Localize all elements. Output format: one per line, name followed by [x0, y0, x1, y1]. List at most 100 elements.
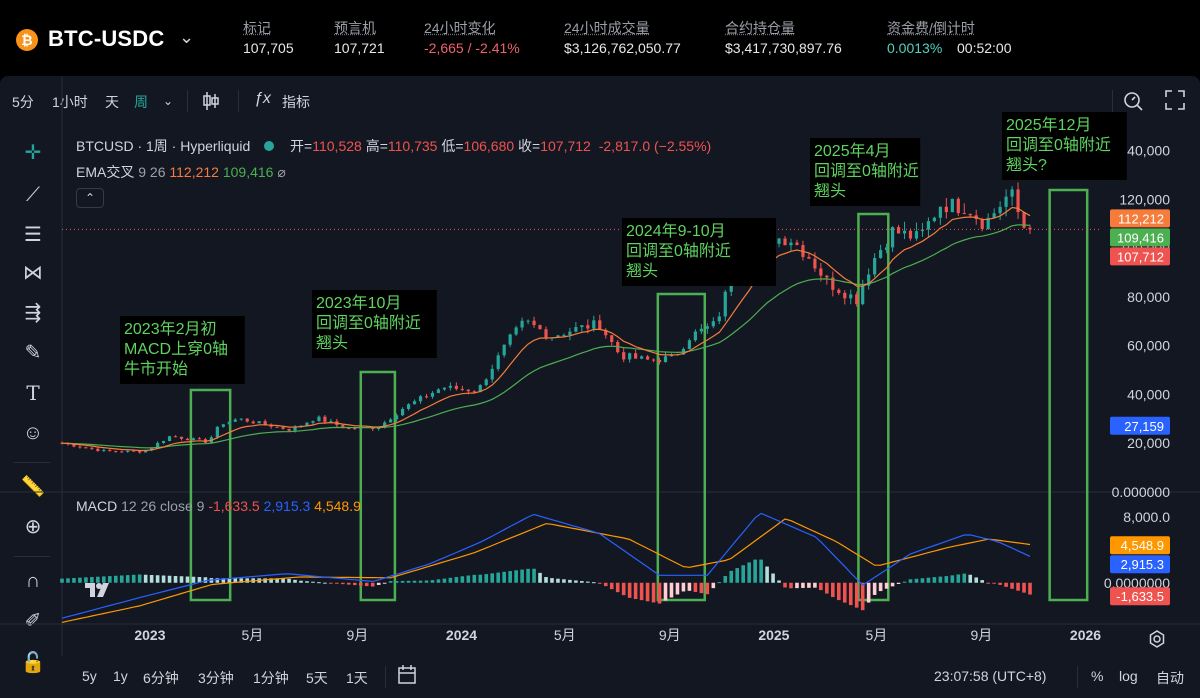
settings-gear-icon[interactable] — [1148, 630, 1166, 648]
lock-drawing-icon[interactable]: ✐ — [24, 610, 42, 632]
price-chart[interactable]: 140,000120,000100,00080,00060,00040,0002… — [0, 76, 1200, 698]
macd-histogram-bar — [472, 574, 477, 583]
candle — [610, 335, 614, 343]
interval-5m[interactable]: 5分 — [12, 94, 34, 110]
macd-histogram-bar — [544, 577, 548, 583]
macd-histogram-bar — [185, 576, 190, 583]
macd-histogram-bar — [1022, 582, 1026, 593]
macd-histogram-bar — [167, 575, 172, 583]
candle — [96, 448, 100, 451]
collapse-legend-button[interactable]: ⌃ — [76, 188, 104, 208]
ohlc-legend: BTCUSD · 1周 · Hyperliquid 开=110,528 高=11… — [76, 136, 711, 156]
macd-hist-value: -1,633.5 — [208, 498, 260, 514]
macd-tag: -1,633.5 — [1116, 589, 1164, 604]
candle — [729, 282, 733, 292]
candle — [926, 221, 931, 230]
chevron-down-icon[interactable]: ⌄ — [179, 27, 195, 47]
candle — [968, 213, 972, 216]
macd-histogram-bar — [131, 574, 136, 583]
fib-lines-icon[interactable]: ☰ — [24, 224, 42, 246]
lock-icon[interactable]: 🔓 — [20, 652, 46, 674]
range-5d[interactable]: 5天 — [306, 670, 328, 686]
interval-1h[interactable]: 1小时 — [52, 94, 88, 110]
macd-histogram-bar — [914, 578, 919, 583]
magnet-icon[interactable]: ∩ — [25, 570, 41, 592]
candle — [723, 291, 727, 317]
emoji-icon[interactable]: ☺ — [22, 422, 44, 444]
macd-histogram-bar — [382, 582, 387, 584]
candles-icon[interactable] — [201, 90, 221, 112]
annotation-box — [359, 370, 397, 602]
range-1y[interactable]: 1y — [113, 668, 128, 684]
candle — [377, 427, 381, 429]
interval-1d[interactable]: 天 — [105, 94, 119, 110]
range-5y[interactable]: 5y — [82, 668, 97, 684]
chevron-down-icon[interactable]: ⌄ — [163, 94, 174, 108]
candle — [861, 285, 865, 305]
crosshair-icon[interactable]: ✛ — [24, 142, 42, 164]
macd-histogram-bar — [621, 582, 626, 596]
candle — [442, 387, 447, 390]
pattern-icon[interactable]: ⋈ — [23, 262, 43, 284]
replay-clock-icon[interactable] — [1122, 88, 1146, 112]
macd-histogram-bar — [364, 582, 369, 587]
macd-histogram-bar — [1016, 582, 1020, 591]
brush-icon[interactable]: ✎ — [24, 342, 42, 364]
macd-histogram-bar — [155, 575, 160, 583]
log-toggle[interactable]: log — [1119, 668, 1138, 684]
calendar-icon[interactable] — [397, 664, 417, 686]
candle — [490, 368, 494, 380]
macd-histogram-bar — [842, 582, 847, 603]
text-icon[interactable]: T — [26, 381, 40, 405]
candle — [167, 436, 172, 442]
trendline-icon[interactable]: ⟋ — [26, 184, 40, 206]
candle — [287, 428, 291, 431]
zoom-in-icon[interactable]: ⊕ — [24, 516, 42, 538]
macd-histogram-bar — [657, 582, 662, 604]
macd-histogram-bar — [592, 582, 596, 584]
macd-histogram-bar — [783, 582, 787, 588]
candle — [305, 422, 309, 426]
percent-toggle[interactable]: % — [1091, 668, 1104, 684]
candle — [90, 447, 94, 449]
fullscreen-icon[interactable] — [1164, 89, 1186, 111]
price-tag-bg — [1110, 228, 1170, 247]
annotation-note: 2025年12月回调至0轴附近翘头? — [1006, 116, 1111, 174]
macd-histogram-bar — [466, 575, 471, 583]
macd-histogram-bar — [412, 580, 417, 583]
macd-histogram-bar — [777, 580, 781, 583]
stat-24h-volume: 24小时成交量 $3,126,762,050.77 — [564, 18, 681, 56]
clock-readout[interactable]: 23:07:58 (UTC+8) — [934, 668, 1047, 684]
macd-histogram-bar — [239, 578, 244, 583]
candle — [556, 335, 560, 338]
candle — [598, 320, 602, 330]
range-6min[interactable]: 6分钟 — [143, 670, 179, 686]
macd-histogram-bar — [1010, 582, 1014, 589]
fx-icon[interactable]: ƒx — [254, 90, 271, 107]
auto-toggle[interactable]: 自动 — [1156, 670, 1184, 686]
macd-params: 12 26 close 9 — [121, 498, 205, 514]
forecast-icon[interactable]: ⇶ — [24, 302, 42, 324]
candle — [508, 334, 512, 345]
candle — [657, 359, 662, 363]
candle — [693, 331, 697, 341]
candle — [311, 421, 315, 423]
symbol-title[interactable]: BTC-USDC — [48, 26, 165, 51]
hide-icon[interactable]: ⌀ — [277, 164, 286, 180]
range-1d[interactable]: 1天 — [346, 670, 368, 686]
range-1min[interactable]: 1分钟 — [253, 670, 289, 686]
range-3min[interactable]: 3分钟 — [198, 670, 234, 686]
macd-histogram-bar — [66, 578, 70, 583]
macd-tag: 2,915.3 — [1121, 557, 1164, 572]
close-value: 107,712 — [540, 138, 591, 154]
candle — [849, 294, 853, 299]
macd-histogram-bar — [771, 573, 775, 583]
macd-histogram-bar — [514, 570, 518, 583]
macd-histogram-bar — [191, 576, 196, 583]
candle — [173, 436, 178, 438]
candle — [705, 326, 709, 329]
indicators-button[interactable]: 指标 — [282, 94, 310, 110]
macd-histogram-bar — [215, 578, 220, 583]
macd-histogram-bar — [335, 582, 339, 584]
interval-1w[interactable]: 周 — [134, 94, 148, 110]
